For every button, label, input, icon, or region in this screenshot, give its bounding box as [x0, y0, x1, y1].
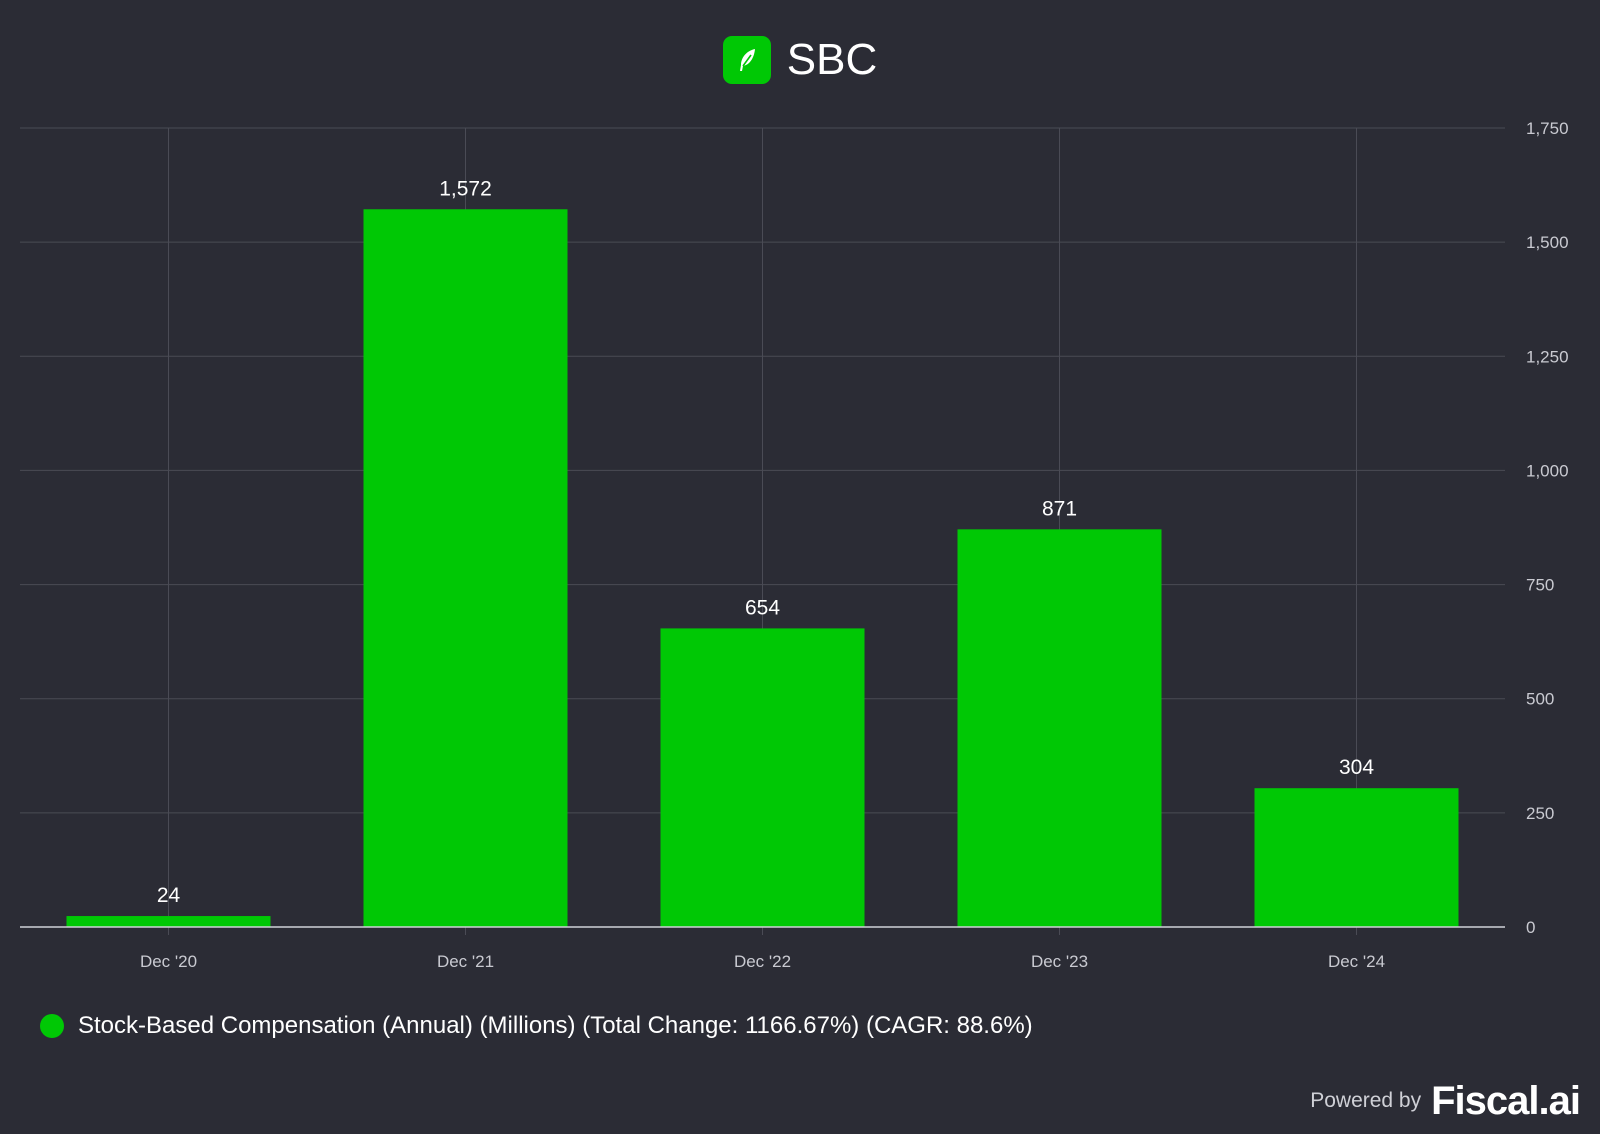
y-tick-label: 0 [1526, 918, 1535, 937]
legend[interactable]: Stock-Based Compensation (Annual) (Milli… [40, 1008, 1033, 1044]
x-tick-label: Dec '22 [734, 952, 791, 971]
x-tick-label: Dec '20 [140, 952, 197, 971]
y-tick-label: 750 [1526, 576, 1554, 595]
brand-logo-text: Fiscal.ai [1431, 1078, 1581, 1123]
powered-by-label: Powered by [1310, 1089, 1422, 1112]
x-tick-label: Dec '24 [1328, 952, 1385, 971]
bar [363, 209, 568, 927]
x-tick-label: Dec '21 [437, 952, 494, 971]
y-tick-label: 1,500 [1526, 233, 1569, 252]
bar [660, 628, 865, 927]
y-tick-label: 1,750 [1526, 119, 1569, 138]
data-label: 871 [1042, 497, 1077, 520]
y-tick-label: 1,250 [1526, 347, 1569, 366]
data-label: 654 [745, 596, 780, 619]
data-label: 1,572 [439, 177, 492, 200]
x-tick-label: Dec '23 [1031, 952, 1088, 971]
data-labels: 24 1,572 654 871 304 [157, 177, 1375, 907]
bar-chart: 24 1,572 654 871 304 0 250 500 750 1,000 1,250 1,5… [20, 119, 1569, 971]
axes: 0 250 500 750 1,000 1,250 1,500 1,750 Dec '20 Dec… [20, 119, 1569, 971]
powered-by-badge[interactable]: Powered by Fiscal.ai [1310, 1076, 1581, 1126]
legend-label: Stock-Based Compensation (Annual) (Milli… [78, 1012, 1033, 1039]
bar [957, 529, 1162, 927]
chart-title: SBC [786, 35, 878, 84]
data-label: 24 [157, 884, 181, 907]
bar [1254, 788, 1459, 927]
y-tick-label: 500 [1526, 690, 1554, 709]
y-tick-label: 250 [1526, 804, 1554, 823]
feather-icon [739, 49, 755, 71]
y-tick-label: 1,000 [1526, 461, 1569, 480]
bars [66, 209, 1459, 927]
company-logo [722, 36, 771, 84]
chart-header: SBC [0, 32, 1600, 88]
bar [66, 916, 271, 927]
legend-swatch [40, 1014, 64, 1038]
data-label: 304 [1339, 756, 1374, 779]
